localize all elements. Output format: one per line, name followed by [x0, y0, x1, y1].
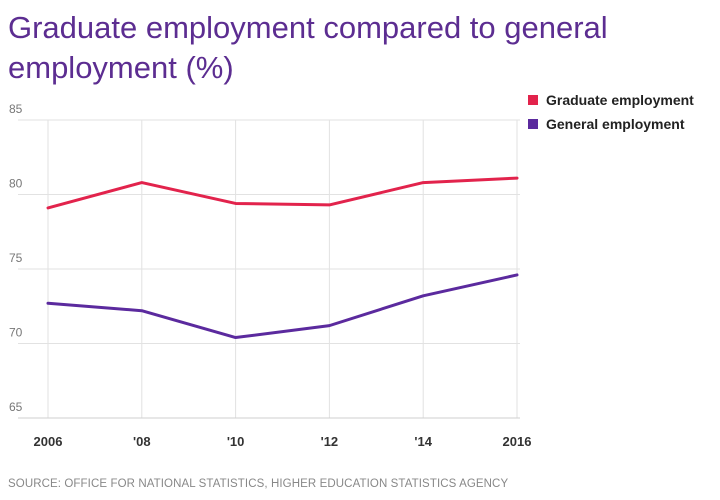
legend-label-graduate: Graduate employment: [546, 92, 694, 108]
chart-title: Graduate employment compared to general …: [8, 10, 608, 85]
legend-item-graduate: Graduate employment: [528, 88, 694, 112]
x-tick-label: '08: [133, 434, 151, 449]
y-tick-label: 75: [9, 251, 23, 265]
x-tick-label: '12: [321, 434, 339, 449]
y-tick-label: 70: [9, 326, 23, 340]
legend-swatch-graduate: [528, 95, 538, 105]
y-tick-label: 85: [9, 102, 23, 116]
legend-label-general: General employment: [546, 116, 685, 132]
y-tick-label: 65: [9, 400, 23, 414]
source-note: SOURCE: OFFICE FOR NATIONAL STATISTICS, …: [8, 478, 509, 490]
x-tick-label: 2006: [34, 434, 63, 449]
x-tick-label: '14: [414, 434, 432, 449]
legend: Graduate employment General employment: [528, 88, 694, 136]
legend-item-general: General employment: [528, 112, 694, 136]
x-tick-label: '10: [227, 434, 245, 449]
legend-swatch-general: [528, 119, 538, 129]
series-line-graduate: [46, 176, 519, 210]
series-line-general: [46, 273, 519, 340]
y-tick-label: 80: [9, 177, 23, 191]
x-tick-label: 2016: [503, 434, 532, 449]
